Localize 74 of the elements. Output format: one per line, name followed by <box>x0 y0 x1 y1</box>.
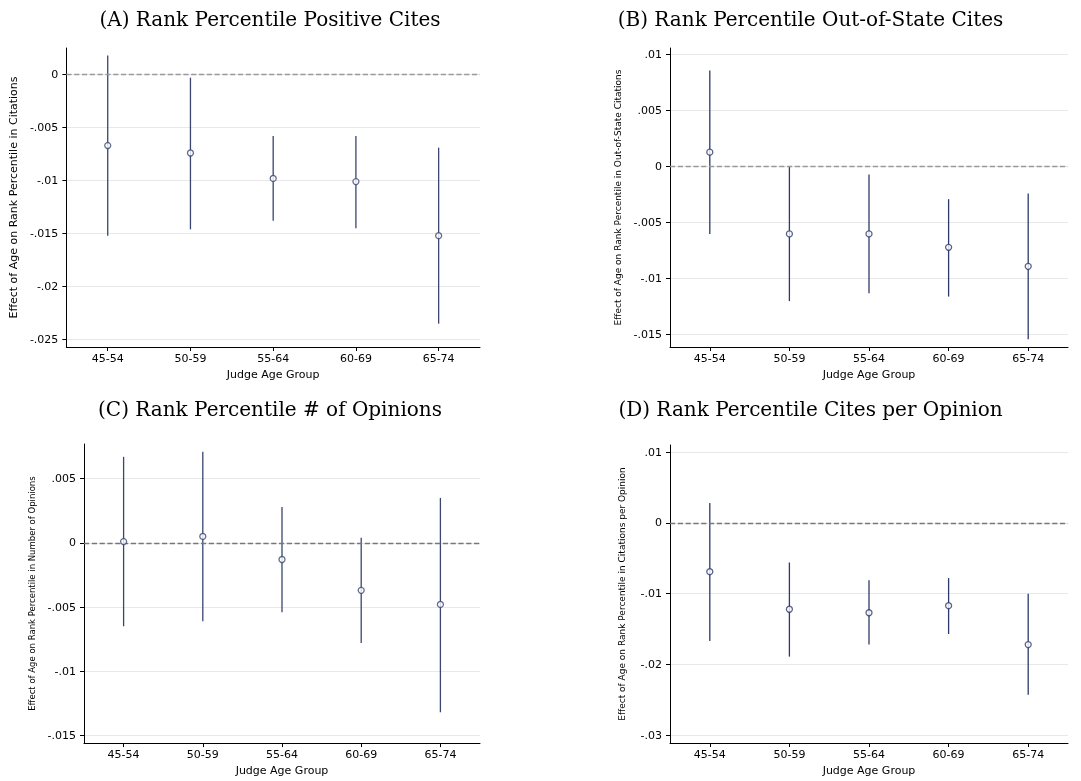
x-tick-label: 50-59 <box>174 352 207 365</box>
point <box>865 230 873 238</box>
x-tick-label: 45-54 <box>91 352 124 365</box>
x-axis-title: Judge Age Group <box>234 764 329 777</box>
y-tick-label: -.025 <box>29 333 59 347</box>
point <box>944 243 953 251</box>
x-tick-label: 50-59 <box>773 352 806 365</box>
point <box>1024 640 1032 649</box>
point <box>269 174 277 183</box>
point <box>785 605 794 613</box>
y-tick-label: 0 <box>51 68 59 82</box>
y-axis-title: Effect of Age on Rank Percentile in Number of Opinions <box>26 475 37 711</box>
y-tick-label: .005 <box>637 104 662 118</box>
x-tick-label: 60-69 <box>339 352 372 365</box>
point <box>104 141 112 150</box>
chart-title: (A) Rank Percentile Positive Cites <box>99 7 441 31</box>
x-tick-label: 55-64 <box>853 748 885 761</box>
y-tick-label: .005 <box>51 472 76 486</box>
point <box>785 230 794 238</box>
y-tick-label: -.01 <box>36 174 59 188</box>
x-tick-label: 60-69 <box>932 352 965 365</box>
point <box>199 532 207 541</box>
x-tick-label: 65-74 <box>1012 748 1045 761</box>
x-axis-title: Judge Age Group <box>821 367 916 381</box>
point <box>434 232 443 240</box>
x-tick-label: 60-69 <box>932 748 965 761</box>
y-tick-label: -.015 <box>47 728 76 742</box>
y-tick-label: .01 <box>644 48 662 62</box>
y-tick-label: 0 <box>655 160 662 174</box>
point <box>436 600 445 609</box>
point <box>186 149 195 157</box>
y-tick-label: -.005 <box>633 216 662 230</box>
y-tick-label: 0 <box>655 516 662 530</box>
point <box>278 555 286 564</box>
x-tick-label: 60-69 <box>345 748 378 762</box>
x-tick-label: 55-64 <box>853 352 885 365</box>
x-tick-label: 45-54 <box>107 748 140 762</box>
x-axis-title: Judge Age Group <box>821 763 916 777</box>
y-axis-title: Effect of Age on Rank Percentile in Citations <box>7 76 20 319</box>
point <box>865 609 873 617</box>
y-axis-title: Effect of Age on Rank Percentile in Citations per Opinion <box>616 467 627 721</box>
y-tick-label: -.015 <box>29 227 59 241</box>
point <box>357 586 365 594</box>
chart-title: (C) Rank Percentile # of Opinions <box>98 397 442 421</box>
y-tick-label: -.005 <box>47 600 76 614</box>
chart-title: (D) Rank Percentile Cites per Opinion <box>618 397 1003 421</box>
y-tick-label: -.01 <box>640 587 662 601</box>
y-tick-label: -.02 <box>640 657 662 671</box>
y-tick-label: -.02 <box>36 280 59 294</box>
y-axis-title: Effect of Age on Rank Percentile in Out-of-State Citations <box>613 69 624 326</box>
x-tick-label: 45-54 <box>693 748 726 761</box>
point <box>944 602 953 610</box>
point <box>706 148 714 156</box>
y-tick-label: -.01 <box>640 272 662 286</box>
x-tick-label: 45-54 <box>693 352 726 365</box>
y-tick-label: -.015 <box>633 328 662 342</box>
x-tick-label: 65-74 <box>422 352 455 365</box>
point <box>706 568 714 576</box>
y-tick-label: -.03 <box>640 728 662 742</box>
chart-title: (B) Rank Percentile Out-of-State Cites <box>617 7 1004 31</box>
y-tick-label: .01 <box>644 445 662 459</box>
x-axis-title: Judge Age Group <box>225 367 320 381</box>
y-tick-label: -.01 <box>54 664 76 678</box>
point <box>1024 262 1032 271</box>
x-tick-label: 50-59 <box>186 748 219 762</box>
x-tick-label: 55-64 <box>266 748 298 762</box>
y-tick-label: -.005 <box>29 121 59 135</box>
x-tick-label: 50-59 <box>773 748 806 761</box>
x-tick-label: 65-74 <box>1012 352 1045 365</box>
point <box>352 177 360 186</box>
point <box>119 537 128 546</box>
x-tick-label: 55-64 <box>257 352 290 365</box>
y-tick-label: 0 <box>69 536 76 550</box>
x-tick-label: 65-74 <box>424 748 457 762</box>
